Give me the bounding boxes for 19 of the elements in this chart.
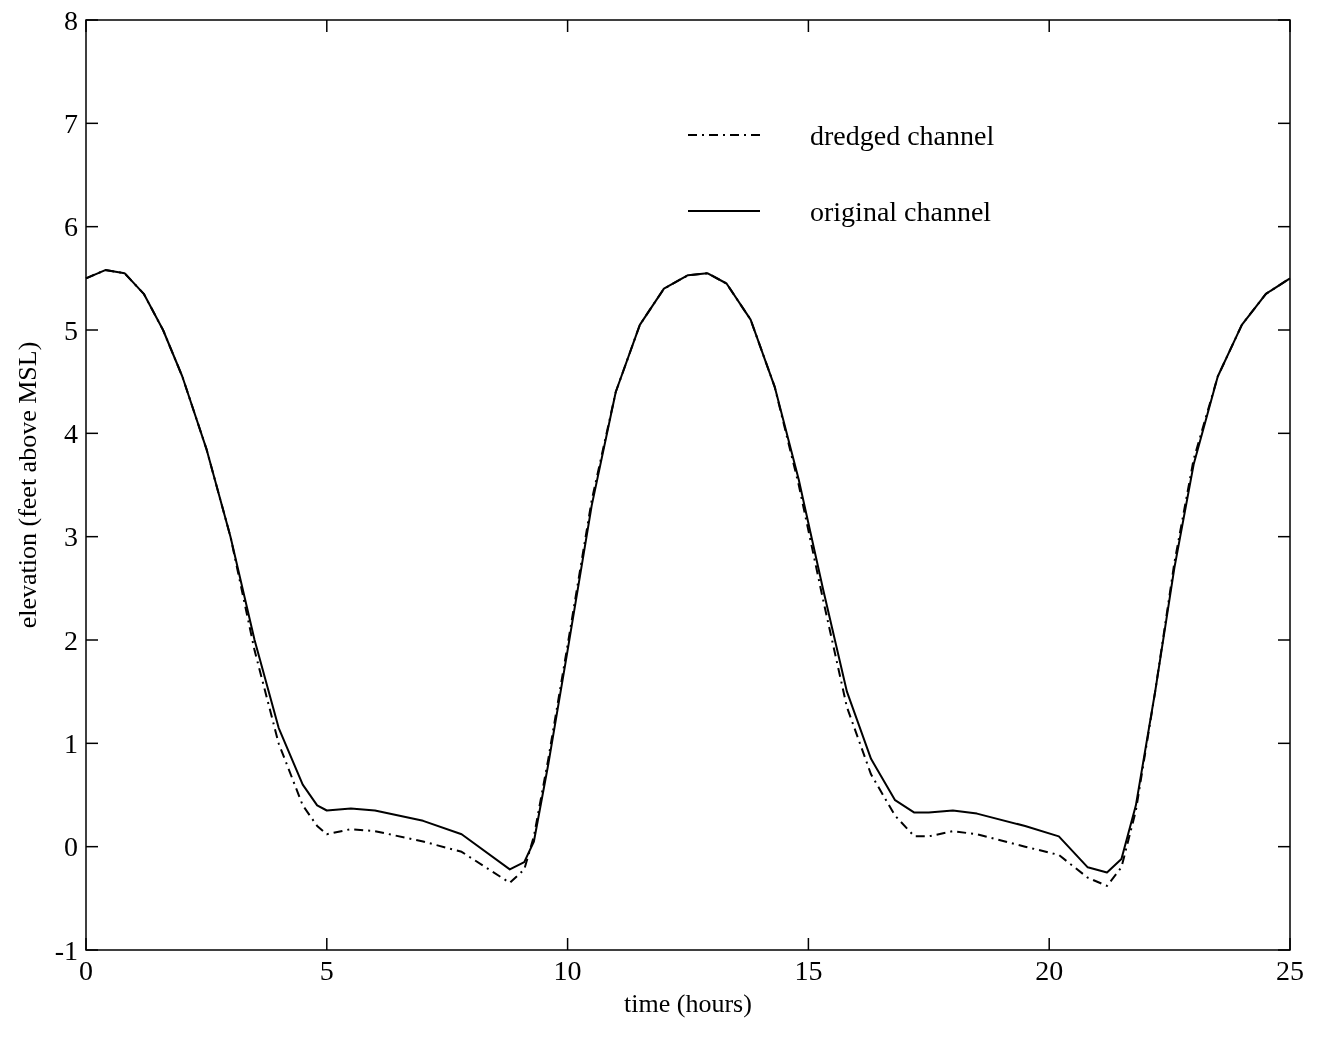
y-tick-label: 0 (64, 831, 78, 863)
legend-label: dredged channel (810, 119, 995, 151)
y-tick-label: 4 (64, 418, 78, 450)
x-tick-label: 5 (319, 955, 334, 986)
y-tick-label: 5 (64, 314, 78, 346)
y-tick-label: 2 (64, 624, 78, 656)
y-tick-label: 1 (64, 728, 78, 760)
y-axis-title: elevation (feet above MSL) (13, 341, 42, 629)
x-tick-label: 25 (1276, 955, 1304, 986)
x-tick-label: 20 (1035, 955, 1064, 986)
x-tick-label: 10 (553, 955, 582, 986)
y-tick-label: -1 (54, 934, 78, 966)
x-axis-title: time (hours) (624, 989, 752, 1018)
y-tick-label: 3 (64, 521, 78, 553)
y-tick-label: 7 (64, 108, 78, 140)
y-tick-label: 8 (64, 4, 78, 36)
y-tick-label: 6 (64, 211, 78, 243)
x-tick-label: 15 (794, 955, 823, 986)
legend-label: original channel (810, 195, 992, 227)
